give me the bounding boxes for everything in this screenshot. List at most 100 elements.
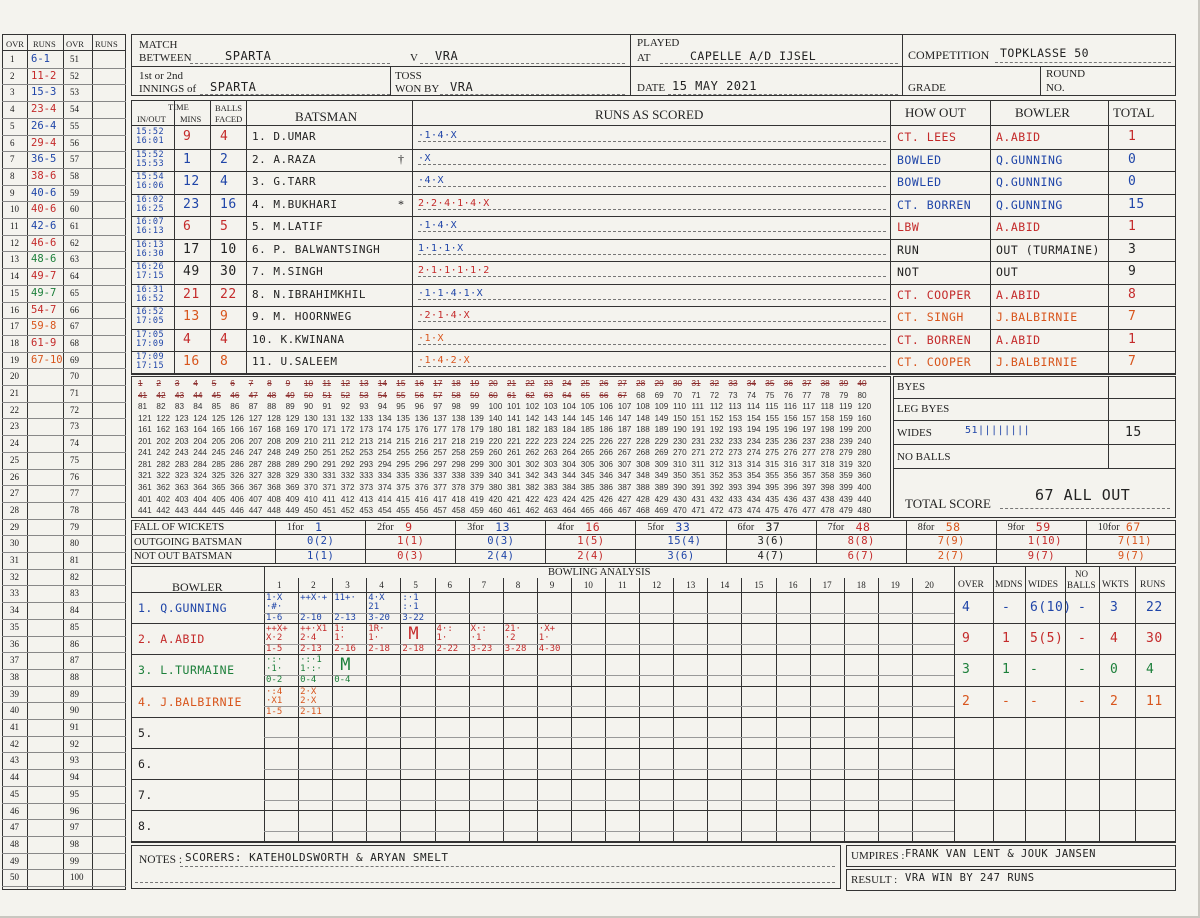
tally-number: 7 xyxy=(248,379,254,388)
how-out: RUN xyxy=(897,242,920,257)
runs-as-scored: ·4·X xyxy=(418,175,445,186)
bowl-wides: 6(10) xyxy=(1030,600,1072,615)
over-number: 48 xyxy=(10,838,19,849)
tally-number: 123 xyxy=(174,413,189,423)
tally-number: 351 xyxy=(691,471,706,481)
tally-number: 211 xyxy=(322,436,336,446)
bowl-over-balls: 21· xyxy=(504,624,521,635)
runs-as-scored: ·2·1·4·X xyxy=(418,310,471,321)
tally-number: 395 xyxy=(765,482,779,492)
time-in: 15:52 xyxy=(136,149,165,160)
tally-number: 277 xyxy=(802,448,816,458)
tally-number: 108 xyxy=(636,402,650,412)
tally-number: 442 xyxy=(156,506,171,516)
tally-number: 1 xyxy=(138,379,143,388)
tally-number: 331 xyxy=(322,471,337,481)
tally-number: 241 xyxy=(138,448,152,458)
bowl-over-balls: 4·X xyxy=(368,593,385,603)
date-label: DATE xyxy=(637,82,666,94)
how-out-label: HOW OUT xyxy=(905,105,966,120)
tally-number: 75 xyxy=(765,390,775,400)
tally-number: 349 xyxy=(654,471,669,481)
time-out: 16:30 xyxy=(136,248,165,259)
fow-outgoing: 3(6) xyxy=(757,535,785,547)
bowl-over-number: 14 xyxy=(720,580,730,590)
tally-number: 129 xyxy=(285,413,300,423)
mins: 9 xyxy=(183,129,192,144)
over-number-2: 88 xyxy=(70,671,79,682)
overs-row-rule xyxy=(2,167,126,169)
over-number-2: 63 xyxy=(70,254,79,265)
tally-number: 399 xyxy=(839,482,853,492)
tally-number: 459 xyxy=(470,506,484,516)
tally-number: 102 xyxy=(525,402,540,412)
tally-number: 223 xyxy=(543,436,558,446)
tally-number: 34 xyxy=(746,379,756,388)
tally-number: 28 xyxy=(636,379,646,388)
tally-number: 183 xyxy=(543,425,558,435)
bowl-over-divider xyxy=(877,578,879,842)
time-in: 16:13 xyxy=(136,239,165,250)
tally-number: 371 xyxy=(322,482,337,492)
bowl-over-balls-2: ·X1 xyxy=(266,695,283,706)
over-number: 50 xyxy=(10,872,19,883)
tally-number: 110 xyxy=(673,402,687,412)
tally-number: 435 xyxy=(765,494,779,504)
bowl-over-cumulative: 3-22 xyxy=(402,613,425,623)
tally-number: 283 xyxy=(174,459,189,469)
over-number: 34 xyxy=(10,605,19,616)
tally-number: 69 xyxy=(654,390,664,400)
tally-number: 220 xyxy=(488,436,503,446)
tally-number: 354 xyxy=(746,471,761,481)
batsman-total: 0 xyxy=(1128,174,1137,189)
bowl-over-balls: M xyxy=(340,655,351,676)
tally-number: 315 xyxy=(765,459,779,469)
tally-number: 467 xyxy=(617,506,632,516)
bowl-nb: - xyxy=(1078,600,1087,615)
tally-number: 31 xyxy=(691,379,701,388)
bowl-over-number: 11 xyxy=(618,580,627,590)
overs-row-rule xyxy=(2,485,126,487)
tally-number: 208 xyxy=(267,436,281,446)
tally-number: 310 xyxy=(673,459,687,469)
tally-number: 10 xyxy=(304,379,314,388)
bowl-over-cumulative: 1-6 xyxy=(266,613,283,623)
bowl-over-balls: 1·X xyxy=(266,593,283,603)
tally-number: 382 xyxy=(525,482,540,492)
tally-number: 193 xyxy=(728,425,743,435)
bowl-summary-divider xyxy=(1135,566,1136,842)
tally-number: 60 xyxy=(488,390,498,400)
tally-number: 203 xyxy=(174,436,189,446)
tally-number: 6 xyxy=(230,379,235,388)
runs-as-scored: ·X xyxy=(418,152,432,164)
tally-number: 343 xyxy=(543,471,558,481)
tally-number: 327 xyxy=(248,471,263,481)
tally-number: 179 xyxy=(470,425,484,435)
tally-number: 225 xyxy=(580,436,595,446)
tally-number: 163 xyxy=(174,425,189,435)
bowl-over-cumulative: 2-10 xyxy=(300,613,322,623)
tally-number: 190 xyxy=(673,425,687,435)
tally-number: 235 xyxy=(765,436,779,446)
tally-number: 329 xyxy=(285,471,300,481)
tally-number: 20 xyxy=(488,379,498,388)
bowl-over-cumulative: 1-5 xyxy=(266,644,283,655)
tally-number: 47 xyxy=(248,390,258,400)
time-in: 15:54 xyxy=(136,172,165,182)
bowl-over-cumulative: 3-23 xyxy=(470,644,493,655)
tally-number: 337 xyxy=(433,471,447,481)
tally-number: 357 xyxy=(802,471,816,481)
fall-of-wickets xyxy=(131,520,1176,564)
overs-row-rule xyxy=(2,769,126,771)
tally-number: 318 xyxy=(820,459,835,469)
tally-number: 323 xyxy=(174,471,189,481)
match-header xyxy=(131,34,1176,96)
tally-number: 93 xyxy=(359,402,369,412)
tally-number: 147 xyxy=(617,413,632,423)
wides-tally: 51|||||||| xyxy=(965,425,1031,436)
tally-number: 463 xyxy=(543,506,558,516)
tally-number: 97 xyxy=(433,402,443,412)
fow-label-num: 8for xyxy=(917,522,935,533)
tally-number: 91 xyxy=(322,402,332,412)
